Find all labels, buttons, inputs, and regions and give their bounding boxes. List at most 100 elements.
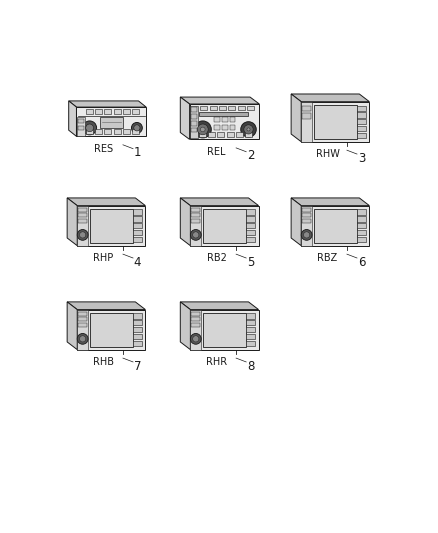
Bar xyxy=(214,117,220,123)
Polygon shape xyxy=(291,198,369,206)
Polygon shape xyxy=(180,302,191,350)
Bar xyxy=(302,219,311,223)
Bar xyxy=(301,206,312,246)
Bar xyxy=(302,106,311,111)
Bar xyxy=(77,310,88,350)
Text: RB2: RB2 xyxy=(207,253,226,263)
Polygon shape xyxy=(180,198,258,206)
Circle shape xyxy=(191,230,201,240)
Bar xyxy=(219,106,226,110)
Bar xyxy=(78,219,87,223)
Bar xyxy=(123,130,130,134)
Bar xyxy=(314,209,357,243)
Polygon shape xyxy=(301,206,369,246)
Bar xyxy=(123,109,130,114)
Polygon shape xyxy=(77,310,145,350)
Bar xyxy=(199,133,206,137)
Circle shape xyxy=(134,125,140,131)
Bar xyxy=(357,119,366,124)
Bar xyxy=(214,125,220,130)
Bar xyxy=(86,109,93,114)
Bar xyxy=(245,133,252,137)
Bar xyxy=(191,219,201,223)
Bar xyxy=(357,106,366,111)
Circle shape xyxy=(80,336,86,342)
Text: REL: REL xyxy=(208,147,226,157)
Text: 7: 7 xyxy=(134,360,141,373)
Circle shape xyxy=(198,124,208,135)
Circle shape xyxy=(301,230,312,240)
Bar xyxy=(100,117,123,128)
Bar xyxy=(95,109,102,114)
Bar xyxy=(78,126,84,130)
Circle shape xyxy=(191,334,201,344)
Bar xyxy=(222,117,228,123)
Bar xyxy=(357,237,366,242)
Circle shape xyxy=(193,336,199,342)
Bar xyxy=(191,213,201,217)
Polygon shape xyxy=(69,101,77,136)
Bar xyxy=(230,117,235,123)
Polygon shape xyxy=(190,104,259,140)
Bar xyxy=(78,208,87,212)
Bar xyxy=(132,109,139,114)
Bar xyxy=(208,133,215,137)
Bar xyxy=(78,213,87,217)
Bar xyxy=(104,130,111,134)
Polygon shape xyxy=(191,310,258,350)
Bar xyxy=(133,223,142,228)
Bar xyxy=(357,223,366,228)
Bar xyxy=(227,133,234,137)
Text: RBZ: RBZ xyxy=(318,253,338,263)
Bar xyxy=(191,107,198,112)
Bar xyxy=(133,209,142,215)
Circle shape xyxy=(304,232,310,238)
Bar xyxy=(238,106,245,110)
Bar xyxy=(357,209,366,215)
Bar xyxy=(302,113,311,119)
Bar xyxy=(230,125,235,130)
Bar xyxy=(357,126,366,131)
Bar xyxy=(246,237,255,242)
Text: 1: 1 xyxy=(134,147,141,159)
Polygon shape xyxy=(77,107,146,136)
Bar xyxy=(95,130,102,134)
Text: RES: RES xyxy=(94,144,113,154)
Circle shape xyxy=(194,121,211,138)
Bar xyxy=(191,114,198,119)
Bar xyxy=(222,125,228,130)
Bar xyxy=(302,213,311,217)
Bar xyxy=(246,313,255,319)
Bar xyxy=(199,112,248,116)
Polygon shape xyxy=(291,94,301,142)
Bar xyxy=(210,106,217,110)
Bar xyxy=(228,106,235,110)
Bar xyxy=(104,109,111,114)
Circle shape xyxy=(86,124,93,132)
Polygon shape xyxy=(67,302,145,310)
Bar xyxy=(301,102,312,142)
Circle shape xyxy=(131,123,142,133)
Bar xyxy=(191,208,201,212)
Polygon shape xyxy=(301,102,369,142)
Bar xyxy=(191,106,198,138)
Polygon shape xyxy=(69,101,146,107)
Bar xyxy=(302,208,311,212)
Bar xyxy=(201,106,208,110)
Bar xyxy=(78,119,84,123)
Polygon shape xyxy=(180,97,190,140)
Bar xyxy=(78,317,87,321)
Bar xyxy=(90,313,133,346)
Text: RHR: RHR xyxy=(206,357,227,367)
Circle shape xyxy=(83,121,97,135)
Bar xyxy=(357,216,366,222)
Text: 5: 5 xyxy=(247,256,254,269)
Bar xyxy=(203,313,246,346)
Text: 8: 8 xyxy=(247,360,254,373)
Bar xyxy=(357,112,366,118)
Bar xyxy=(246,341,255,346)
Polygon shape xyxy=(67,302,77,350)
Bar xyxy=(113,109,120,114)
Bar xyxy=(133,320,142,326)
Text: 6: 6 xyxy=(358,256,365,269)
